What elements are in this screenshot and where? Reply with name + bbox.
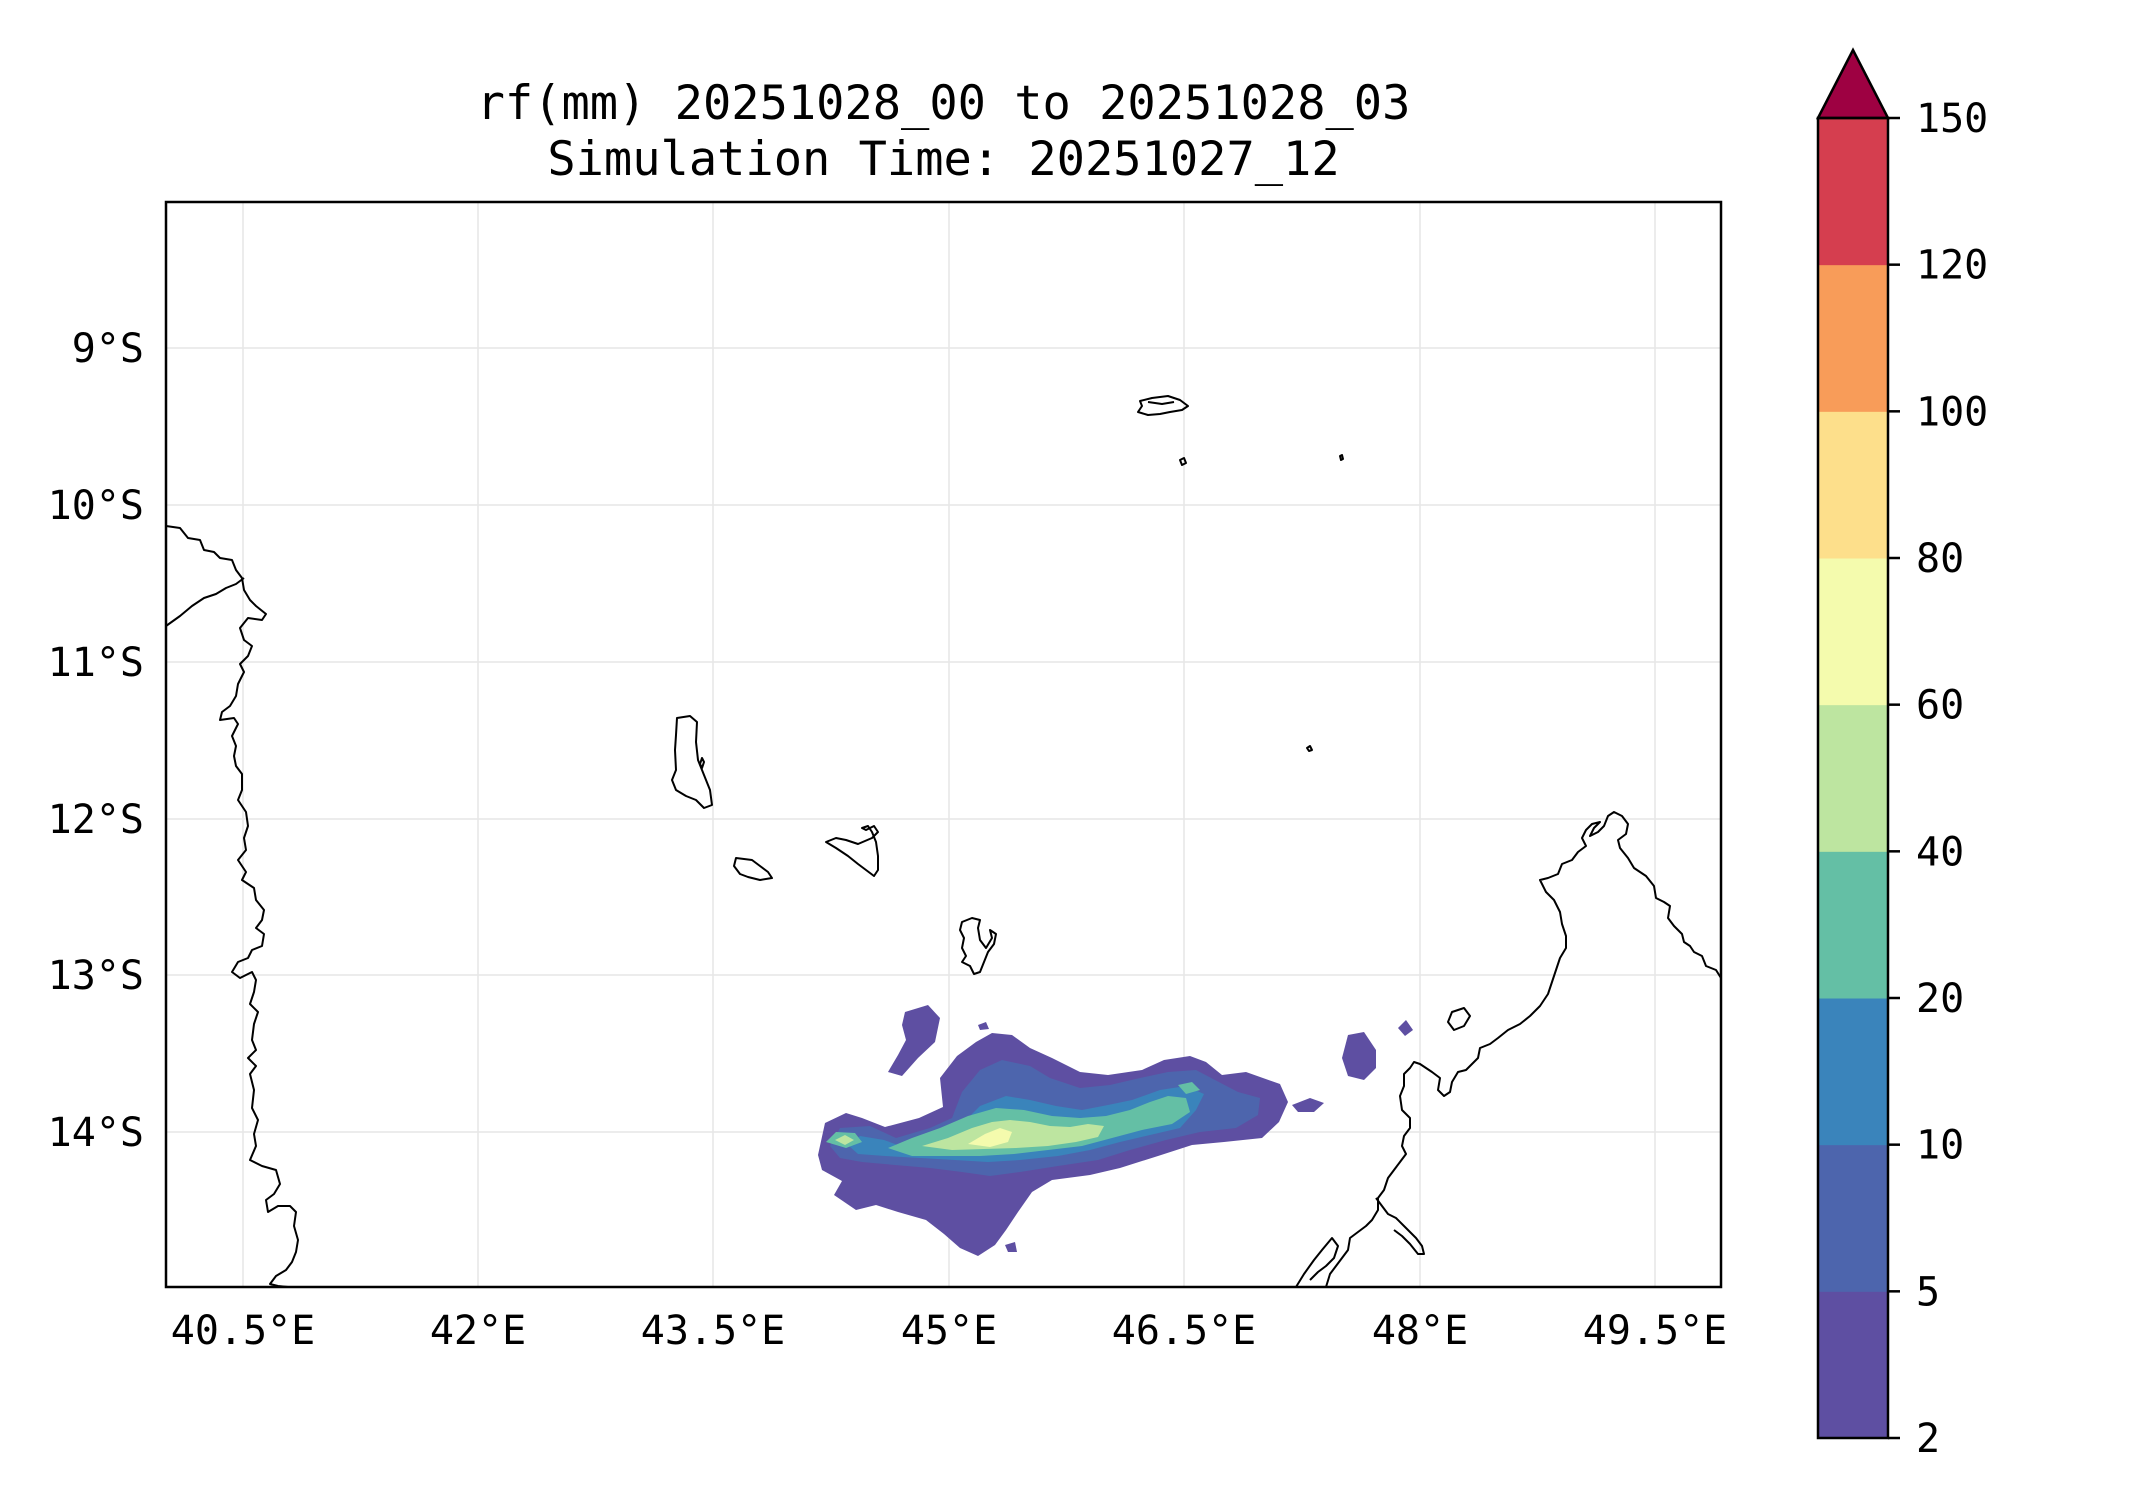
rain-cell-small-2 (1398, 1020, 1413, 1036)
colorbar-segment (1818, 851, 1888, 999)
island-glorioso (699, 757, 705, 769)
island-moheli (733, 857, 773, 881)
colorbar-segment (1818, 118, 1888, 266)
island-mayotte (959, 917, 997, 975)
y-tick-label: 14°S (48, 1110, 144, 1156)
y-tick-label: 11°S (48, 640, 144, 686)
colorbar-tick-label: 10 (1916, 1123, 1964, 1169)
colorbar-segment (1818, 411, 1888, 559)
y-tick-label: 13°S (48, 953, 144, 999)
island-assumption (1179, 457, 1187, 466)
colorbar-segment (1818, 704, 1888, 852)
colorbar-segment (1818, 1144, 1888, 1292)
y-tick-label: 9°S (72, 326, 144, 372)
colorbar-tick-label: 120 (1916, 243, 1988, 289)
colorbar-tick-label: 150 (1916, 96, 1988, 142)
rain-cell-small-1 (1292, 1098, 1324, 1112)
coastline-africa-2 (165, 577, 245, 627)
colorbar-tick-label: 80 (1916, 536, 1964, 582)
coastline-madagascar-bay (1295, 1237, 1339, 1288)
x-tick-label: 42°E (430, 1308, 526, 1354)
rain-region-60-80mm (968, 1128, 1012, 1147)
rain-cell-small-3 (978, 1022, 989, 1030)
rain-cell-east (1342, 1032, 1376, 1080)
x-tick-label: 40.5°E (171, 1308, 316, 1354)
colorbar-extend-arrow (1815, 47, 1891, 120)
colorbar-tick-label: 100 (1916, 389, 1988, 435)
x-tick-label: 45°E (901, 1308, 997, 1354)
colorbar-segment (1818, 1291, 1888, 1439)
rain-region-40-60mm (835, 1120, 1104, 1150)
colorbar-tick-label: 60 (1916, 683, 1964, 729)
island-nosy-mitsio (1447, 1007, 1471, 1031)
rain-cell-north (888, 1005, 940, 1076)
map-panel (164, 200, 1723, 1289)
rain-cell-small-4 (1005, 1242, 1017, 1252)
island-aldabra (1137, 395, 1189, 416)
colorbar-tick-label: 40 (1916, 829, 1964, 875)
map-frame (164, 200, 1723, 1289)
x-axis: 40.5°E 42°E 43.5°E 45°E 46.5°E 48°E 49.5… (171, 1308, 1728, 1354)
island-anjouan (825, 825, 879, 877)
plot-title-line2: Simulation Time: 20251027_12 (547, 132, 1340, 187)
y-tick-label: 10°S (48, 483, 144, 529)
rainfall-contours (818, 1005, 1413, 1256)
colorbar-frame (1816, 116, 1890, 1440)
island-grande-comore (671, 715, 713, 809)
rain-region-20-40mm (826, 1082, 1200, 1156)
coastline-africa (165, 525, 299, 1288)
colorbar: 2 5 10 20 40 60 80 100 120 150 (1815, 47, 1988, 1462)
colorbar-segment (1818, 558, 1888, 706)
coastline-madagascar-peninsula (1375, 1197, 1425, 1255)
x-tick-label: 48°E (1372, 1308, 1468, 1354)
coastline-madagascar (1325, 811, 1722, 1288)
x-tick-label: 46.5°E (1112, 1308, 1257, 1354)
x-tick-label: 49.5°E (1583, 1308, 1728, 1354)
y-tick-label: 12°S (48, 797, 144, 843)
y-axis: 9°S 10°S 11°S 12°S 13°S 14°S (48, 326, 144, 1156)
colorbar-tick-label: 5 (1916, 1269, 1940, 1315)
colorbar-segment (1818, 998, 1888, 1146)
plot-title-line1: rf(mm) 20251028_00 to 20251028_03 (476, 76, 1411, 131)
coastlines (165, 395, 1722, 1288)
island-astove (1339, 454, 1344, 461)
colorbar-segment (1818, 264, 1888, 412)
colorbar-tick-label: 2 (1916, 1416, 1940, 1462)
island-small-1 (1306, 745, 1313, 752)
x-tick-label: 43.5°E (641, 1308, 786, 1354)
colorbar-tick-label: 20 (1916, 976, 1964, 1022)
